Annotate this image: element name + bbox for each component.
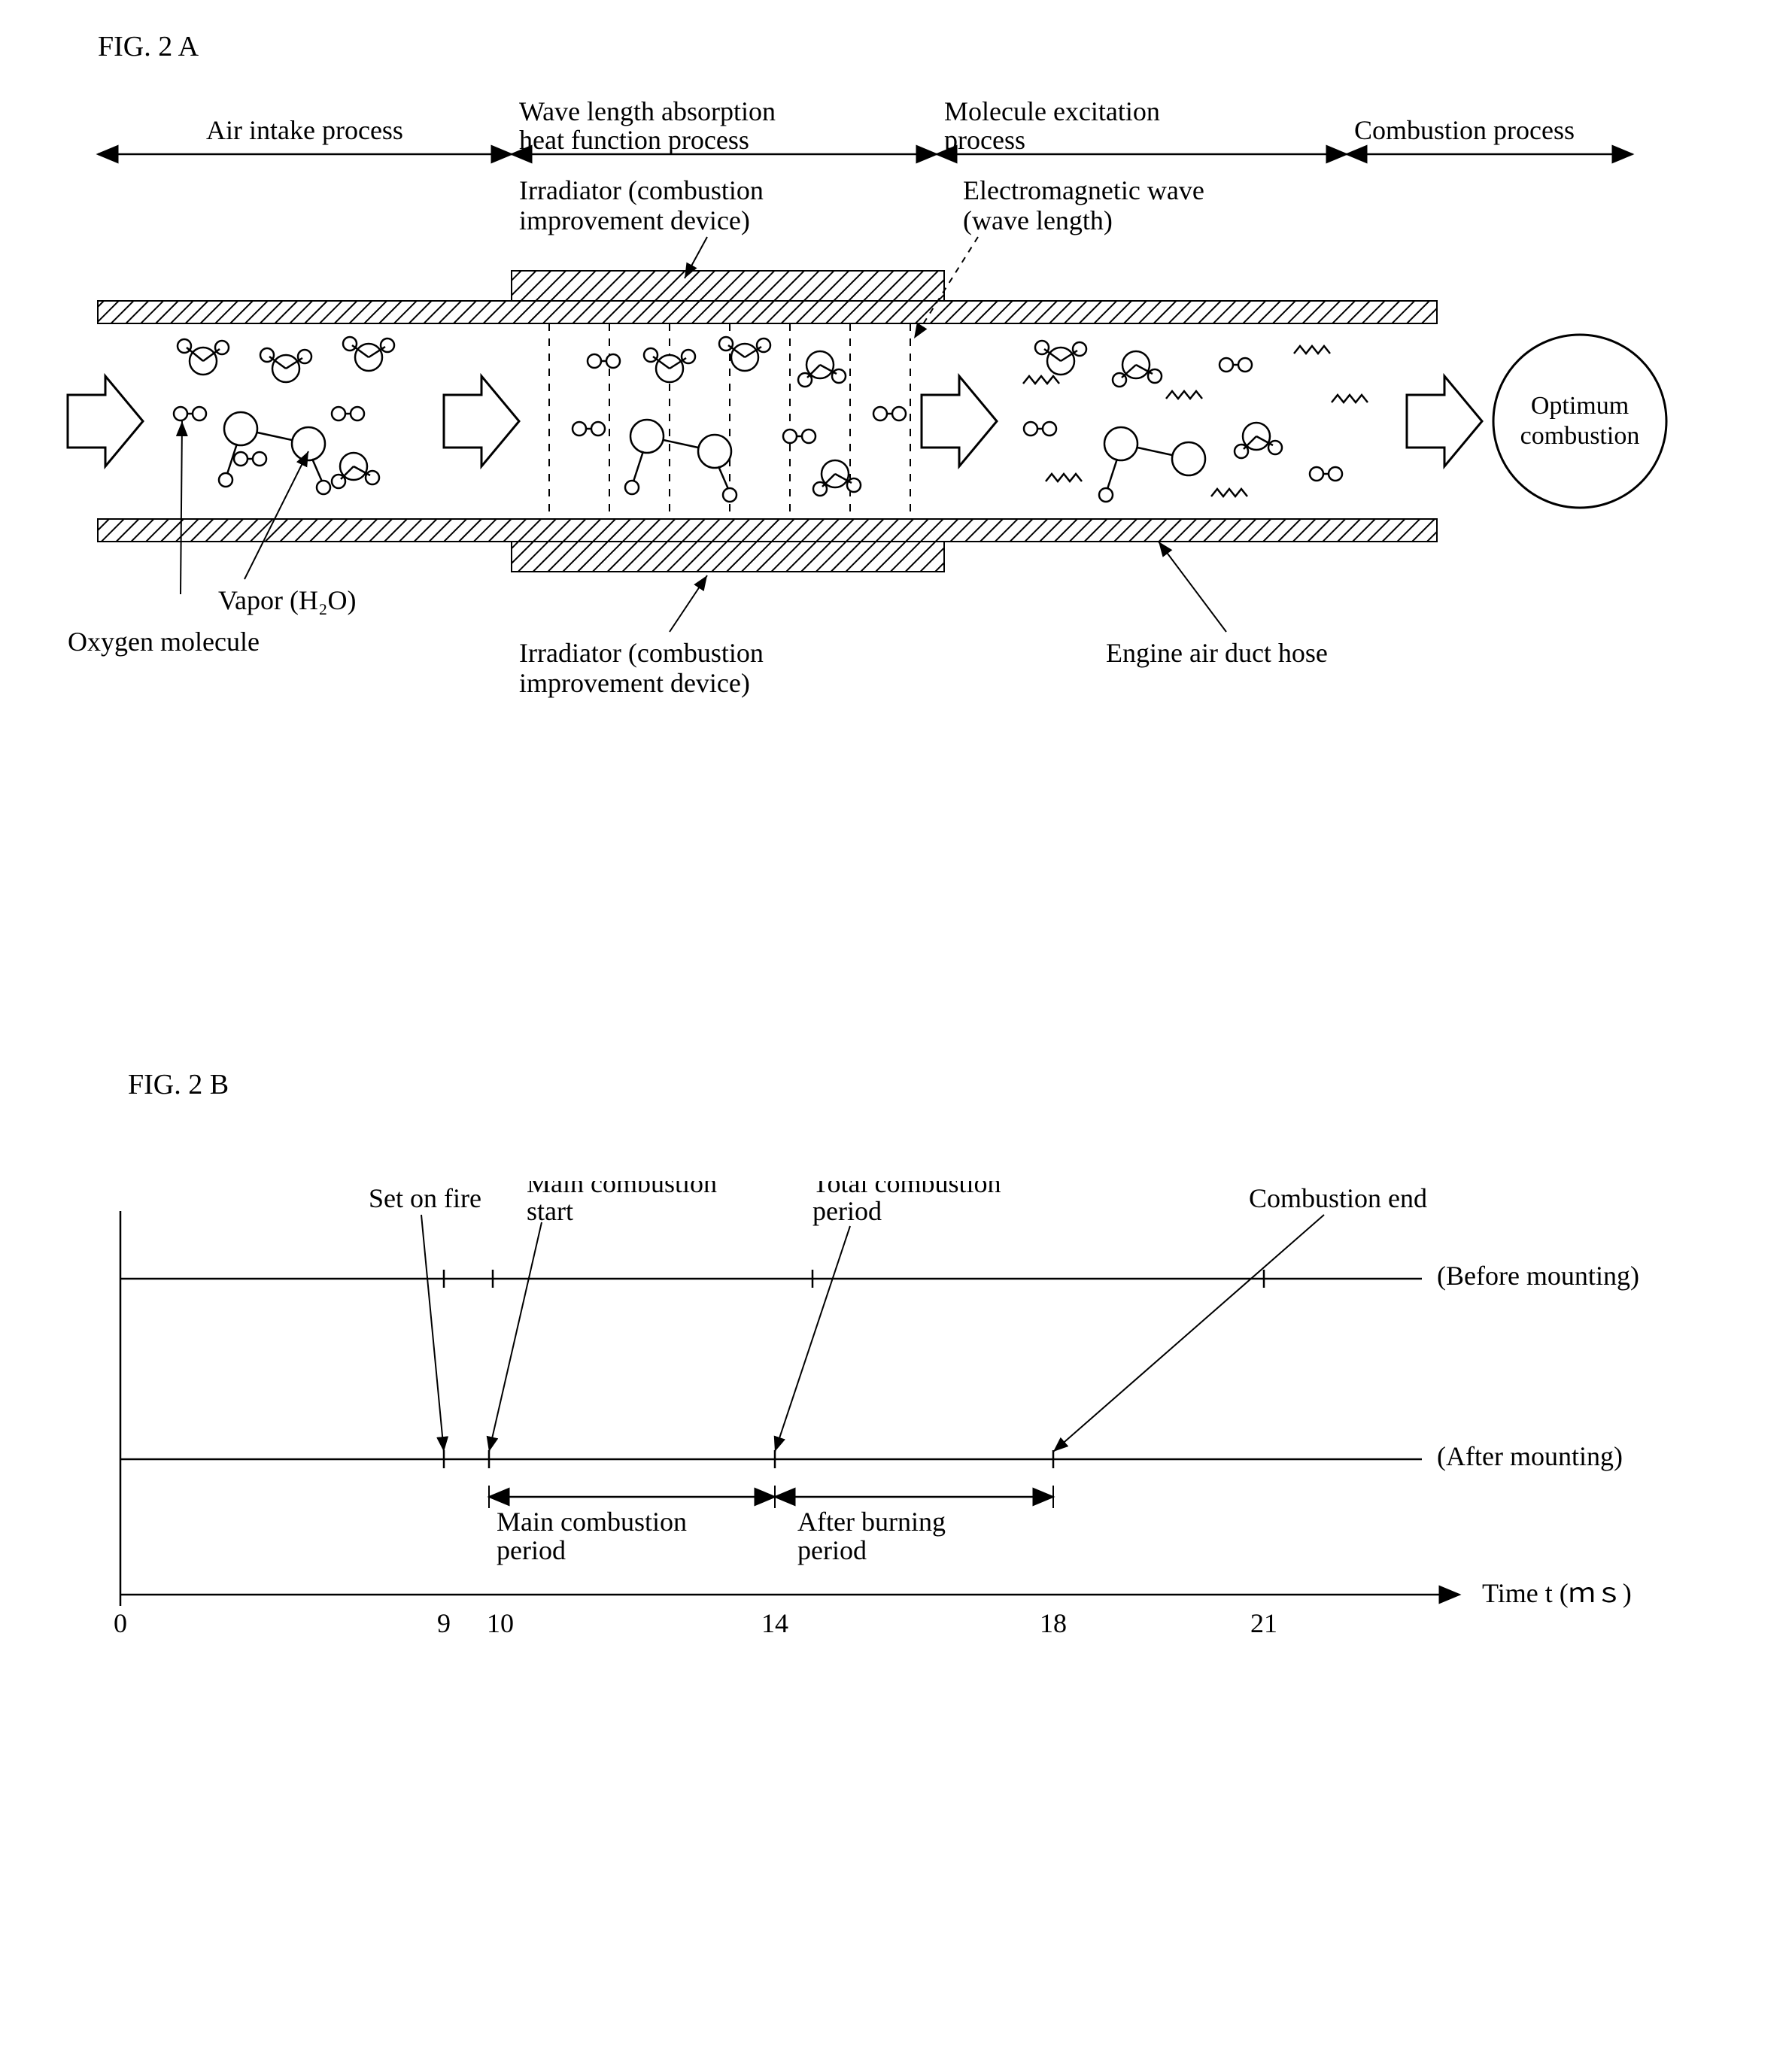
after-burning-label-l1: After burning [797,1507,946,1537]
main-period-label-l1: Main combustion [497,1507,687,1537]
tick-9: 9 [437,1608,451,1638]
tick-18: 18 [1040,1608,1067,1638]
oxygen-callout: Oxygen molecule [68,627,260,657]
figure-2b: Set on fire Main combustion start Total … [90,1181,1745,1707]
process-2-label-l2: heat function process [519,125,749,155]
figure-2a: Air intake process Wave length absorptio… [53,98,1723,812]
molecules-excited [1023,341,1368,502]
process-3-label-l2: process [944,125,1025,155]
tick-21: 21 [1250,1608,1277,1638]
optimum-combustion-circle [1493,335,1666,508]
leader-end [1053,1215,1324,1452]
irradiator-bot-leader [670,575,707,632]
irradiator-top-callout-l1: Irradiator (combustion [519,175,764,205]
tick-0: 0 [114,1608,127,1638]
fig-b-label: FIG. 2 B [128,1068,229,1101]
leader-set-on-fire [421,1215,444,1452]
process-2-label-l1: Wave length absorption [519,98,776,126]
main-period-label-l2: period [497,1535,566,1565]
molecules-intake [174,337,394,494]
em-wave-callout-l1: Electromagnetic wave [963,175,1204,205]
leader-total [775,1226,850,1452]
irradiator-bot-callout-l1: Irradiator (combustion [519,638,764,668]
leader-main-start [489,1222,542,1452]
process-1-label: Air intake process [206,115,403,145]
irradiator-bot-callout-l2: improvement device) [519,668,750,698]
irradiator-top-callout-l2: improvement device) [519,205,750,235]
hose-leader [1159,542,1226,632]
tick-10: 10 [487,1608,514,1638]
duct-wall-bottom [98,519,1437,542]
irradiator-top [512,271,944,301]
irradiator-bottom [512,542,944,572]
before-mounting-label: (Before mounting) [1437,1261,1639,1291]
after-mounting-label: (After mounting) [1437,1441,1623,1471]
vapor-callout: Vapor (H₂O) [218,585,357,615]
hose-callout: Engine air duct hose [1106,638,1328,668]
page: FIG. 2 A Air intake process Wave length … [30,30,1762,2040]
optimum-text-2: combustion [1520,422,1640,450]
molecules-irradiated [573,337,906,502]
em-wave-callout-l2: (wave length) [963,205,1113,235]
set-on-fire-label: Set on fire [369,1183,481,1213]
duct-wall-top [98,301,1437,323]
vapor-leader [245,451,308,579]
process-4-label: Combustion process [1354,115,1575,145]
time-axis-label: Time t (ｍｓ) [1482,1578,1632,1608]
after-burning-label-l2: period [797,1535,867,1565]
tick-14: 14 [761,1608,788,1638]
process-3-label-l1: Molecule excitation [944,98,1160,126]
total-period-label-l2: period [812,1196,882,1226]
fig-a-label: FIG. 2 A [98,30,199,63]
combustion-end-label: Combustion end [1249,1183,1427,1213]
main-start-label-l2: start [527,1196,573,1226]
optimum-text-1: Optimum [1531,392,1629,420]
oxygen-leader [181,421,182,594]
